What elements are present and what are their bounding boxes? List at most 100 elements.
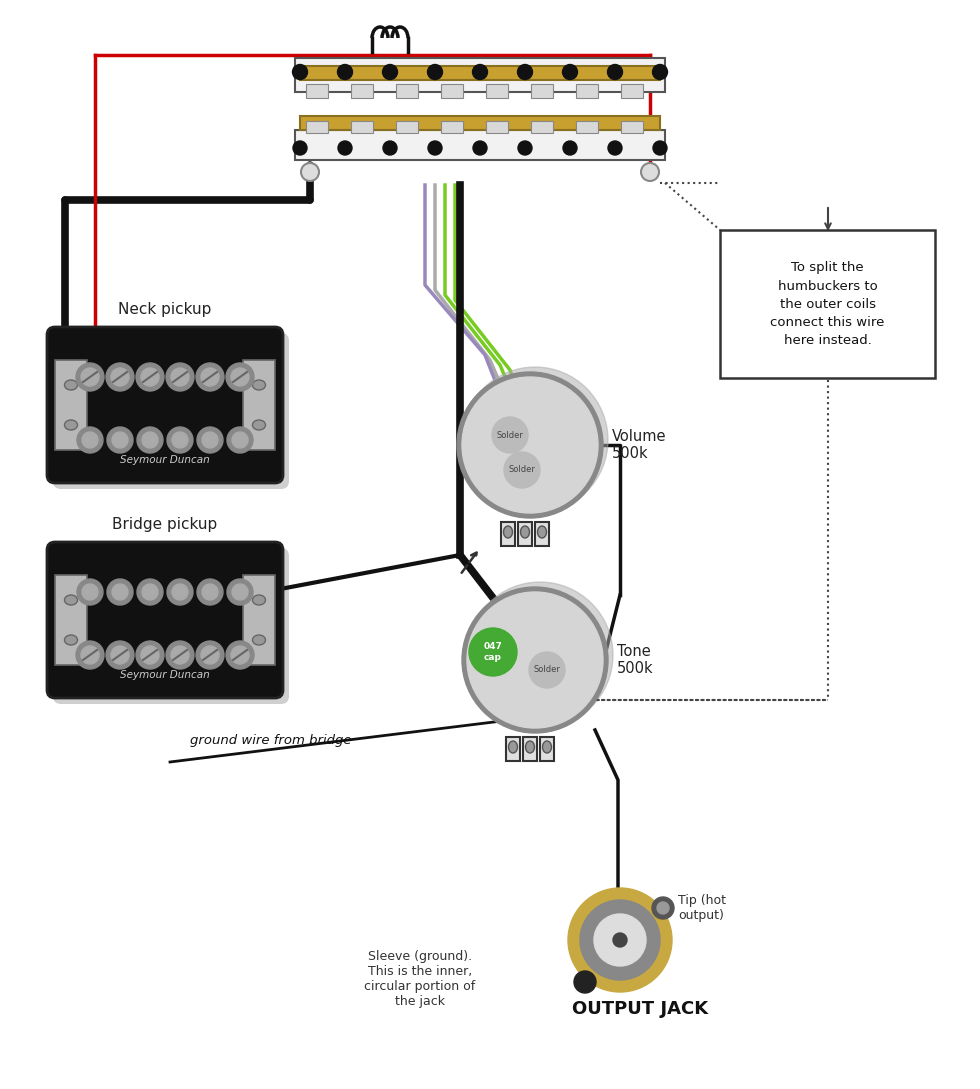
Bar [621,121,643,133]
Circle shape [563,140,577,155]
Bar [531,84,553,98]
Text: Tip (hot
output): Tip (hot output) [678,894,726,922]
Circle shape [81,368,99,386]
Circle shape [529,652,565,688]
Circle shape [469,628,517,676]
Circle shape [111,368,129,386]
Ellipse shape [537,526,547,538]
Circle shape [201,646,219,664]
Bar [576,121,598,133]
Bar [306,84,328,98]
Bar [506,737,520,761]
Circle shape [227,427,253,453]
Bar [486,84,508,98]
Text: OUTPUT JACK: OUTPUT JACK [572,1000,709,1018]
Circle shape [467,582,613,729]
Circle shape [76,363,104,391]
Circle shape [428,140,442,155]
Bar [486,121,508,133]
Circle shape [594,914,646,966]
Bar [535,522,549,546]
Circle shape [301,163,319,181]
Circle shape [293,140,307,155]
Circle shape [462,367,608,513]
Circle shape [137,427,163,453]
Circle shape [167,579,193,605]
Text: Seymour Duncan: Seymour Duncan [121,455,210,465]
Circle shape [227,579,253,605]
Text: Neck pickup: Neck pickup [119,302,212,317]
Circle shape [657,902,669,914]
Text: Tone
500k: Tone 500k [617,644,654,676]
Text: To split the
humbuckers to
the outer coils
connect this wire
here instead.: To split the humbuckers to the outer coi… [770,261,885,346]
Circle shape [141,646,159,664]
Bar [518,522,532,546]
Circle shape [172,432,188,448]
Circle shape [652,897,674,919]
Bar [441,84,463,98]
Circle shape [111,646,129,664]
Circle shape [232,432,248,448]
Text: ground wire from bridge: ground wire from bridge [190,734,352,747]
Circle shape [473,140,487,155]
Text: Seymour Duncan: Seymour Duncan [121,670,210,680]
Circle shape [142,584,158,600]
Ellipse shape [253,420,266,430]
Circle shape [337,64,353,79]
FancyBboxPatch shape [47,327,283,484]
Bar [55,575,87,665]
Circle shape [518,140,532,155]
Bar [295,130,665,160]
Circle shape [82,584,98,600]
Circle shape [653,64,667,79]
Circle shape [462,587,608,733]
Bar [243,575,275,665]
Circle shape [608,64,622,79]
Circle shape [106,641,134,669]
Circle shape [457,372,603,518]
Circle shape [504,452,540,488]
Circle shape [77,579,103,605]
Circle shape [202,432,218,448]
Bar [300,117,660,130]
Circle shape [653,140,667,155]
Circle shape [171,368,189,386]
Ellipse shape [253,380,266,390]
Bar [351,121,373,133]
Circle shape [197,427,223,453]
Circle shape [171,646,189,664]
Circle shape [226,363,254,391]
Text: Sleeve (ground).
This is the inner,
circular portion of
the jack: Sleeve (ground). This is the inner, circ… [365,950,475,1008]
Circle shape [613,933,627,947]
Bar [396,84,418,98]
Text: Solder: Solder [509,465,535,475]
Circle shape [77,427,103,453]
Circle shape [106,363,134,391]
Circle shape [202,584,218,600]
Ellipse shape [520,526,529,538]
Circle shape [427,64,443,79]
Circle shape [172,584,188,600]
Bar [351,84,373,98]
Circle shape [166,641,194,669]
Circle shape [167,427,193,453]
Circle shape [292,64,308,79]
Circle shape [142,432,158,448]
Bar [720,230,935,378]
Circle shape [82,432,98,448]
Circle shape [197,579,223,605]
Text: Solder: Solder [497,430,523,440]
Circle shape [517,64,532,79]
Circle shape [136,641,164,669]
Bar [441,121,463,133]
Ellipse shape [65,635,77,645]
Circle shape [580,900,660,980]
Circle shape [76,641,104,669]
Circle shape [382,64,398,79]
Circle shape [492,417,528,453]
Ellipse shape [65,420,77,430]
Ellipse shape [65,380,77,390]
Circle shape [137,579,163,605]
Circle shape [107,427,133,453]
Circle shape [231,368,249,386]
